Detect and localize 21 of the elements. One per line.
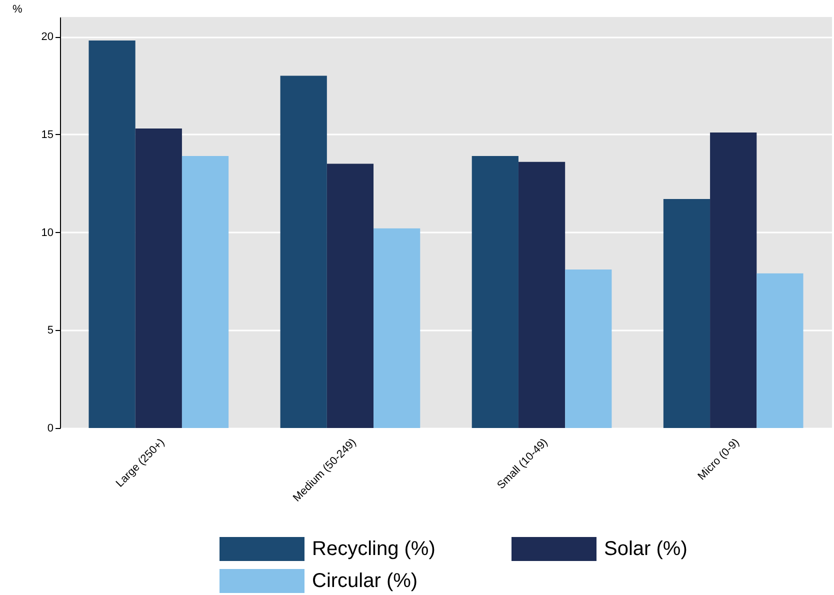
y-tick-label: 20 xyxy=(41,31,54,44)
bar xyxy=(710,132,757,428)
bar xyxy=(88,40,136,428)
y-tick-label: 5 xyxy=(47,324,54,337)
bar xyxy=(472,156,518,428)
bar xyxy=(663,199,710,428)
y-axis-title: % xyxy=(12,4,22,16)
y-tick-label: 15 xyxy=(41,128,54,141)
y-tick-label: 0 xyxy=(47,422,54,434)
bar xyxy=(326,164,374,428)
legend-label: Recycling (%) xyxy=(312,538,436,560)
bar xyxy=(135,128,182,428)
bar xyxy=(182,156,229,428)
y-tick-label: 10 xyxy=(41,226,54,239)
bar xyxy=(374,228,420,428)
bar xyxy=(280,76,327,428)
bar xyxy=(565,269,612,428)
legend-label: Circular (%) xyxy=(312,570,418,592)
bar xyxy=(518,162,566,428)
bar xyxy=(756,273,804,428)
legend-label: Solar (%) xyxy=(604,538,688,560)
